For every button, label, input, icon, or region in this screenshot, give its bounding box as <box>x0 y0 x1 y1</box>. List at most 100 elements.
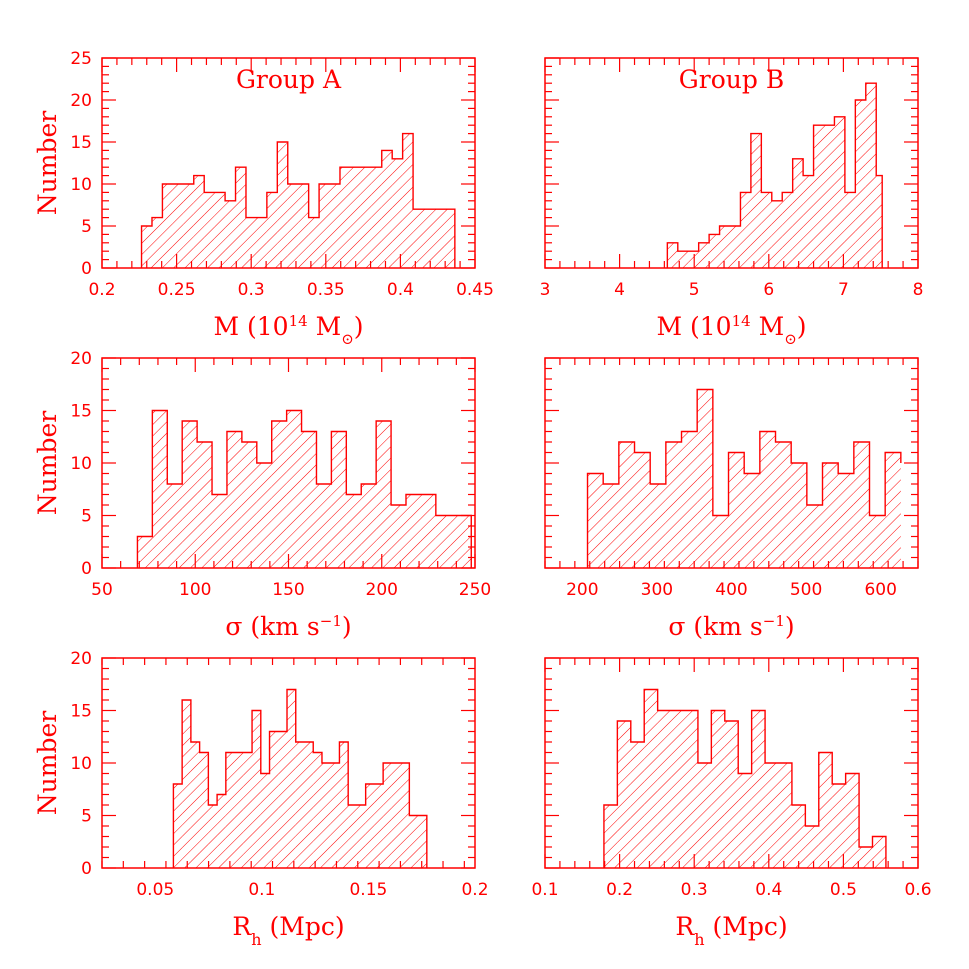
histogram-bar <box>677 251 689 268</box>
histogram-outline <box>603 688 887 868</box>
histogram-bar <box>277 142 288 268</box>
panel-group-a-sigma: 50 100 150 200 250 0 5 10 15 20 Number σ (km s−1) <box>33 349 491 641</box>
y-tick-label: 25 <box>70 49 92 69</box>
y-tick-label: 5 <box>81 217 92 237</box>
histogram-bar <box>308 217 320 268</box>
histogram-bar <box>152 410 168 568</box>
x-tick-label: 0.05 <box>136 880 174 900</box>
histogram-bar <box>287 689 296 868</box>
histogram-bar <box>845 773 860 868</box>
histogram-bar <box>587 473 604 568</box>
x-tick-label: 0.2 <box>606 880 633 900</box>
x-tick-label: 6 <box>763 280 774 300</box>
histogram-bar <box>330 763 340 868</box>
x-tick-label: 50 <box>91 580 113 600</box>
histogram-bar <box>650 484 666 568</box>
histogram-bar <box>151 217 163 268</box>
histogram-bar <box>667 242 678 268</box>
y-tick-label: 0 <box>81 559 92 579</box>
histogram-bar <box>141 226 152 268</box>
x-tick-label: 300 <box>641 580 673 600</box>
histogram-bar <box>813 125 825 268</box>
histogram-outline <box>140 132 456 268</box>
x-axis-label: σ (km s−1) <box>225 612 351 641</box>
x-axis-label: Rh (Mpc) <box>675 912 787 949</box>
histogram-bar <box>630 742 645 868</box>
histogram-bar <box>321 763 331 868</box>
histogram-bar <box>137 536 153 568</box>
x-tick-label: 100 <box>179 580 211 600</box>
histogram-bar <box>304 742 314 868</box>
histogram-bar <box>844 192 856 268</box>
histogram-bar <box>269 731 279 868</box>
histogram-bar <box>319 184 330 268</box>
histogram-bar <box>316 484 332 568</box>
x-tick-label: 150 <box>272 580 304 600</box>
histogram-bar <box>197 442 213 568</box>
histogram-bar <box>865 83 877 268</box>
panel-group-b-mass: 3 4 5 6 7 8 Group B M (1014 M⊙) <box>540 57 923 348</box>
histogram-bar <box>212 494 227 568</box>
histogram-bar <box>374 784 384 868</box>
histogram-bar <box>744 473 760 568</box>
x-tick-label: 400 <box>715 580 747 600</box>
histogram-bar <box>295 742 305 868</box>
y-tick-label: 20 <box>70 91 92 111</box>
x-tick-label: 0.4 <box>387 280 414 300</box>
histogram-bar <box>173 784 183 868</box>
y-tick-label: 10 <box>70 754 92 774</box>
histogram-bar <box>298 184 309 268</box>
histogram-bar <box>418 815 427 868</box>
histogram-bar <box>465 515 472 568</box>
histogram-bar <box>765 763 779 868</box>
x-tick-label: 0.35 <box>307 280 345 300</box>
x-axis-label: M (1014 M⊙) <box>656 312 806 348</box>
histogram-bar <box>234 752 244 868</box>
x-tick-label: 200 <box>566 580 598 600</box>
histogram-bar <box>444 209 455 268</box>
histogram-bar <box>214 192 226 268</box>
histogram-bar <box>869 515 886 568</box>
histogram-bar <box>278 731 288 868</box>
histogram-bar <box>182 421 198 568</box>
histogram-bar <box>348 805 357 868</box>
histogram-bar <box>287 184 299 268</box>
y-axis-label: Number <box>33 411 62 515</box>
x-tick-label: 0.2 <box>88 280 115 300</box>
histogram-bar <box>208 805 218 868</box>
x-tick-label: 500 <box>790 580 822 600</box>
histogram-bar <box>617 721 631 868</box>
histogram-bar <box>603 484 619 568</box>
histogram-bar <box>876 175 883 268</box>
x-tick-label: 0.6 <box>904 880 931 900</box>
histogram-bar <box>423 209 434 268</box>
x-tick-label: 0.25 <box>158 280 196 300</box>
histogram-bar <box>778 763 792 868</box>
histogram-bar <box>271 421 287 568</box>
histogram-bar <box>243 752 253 868</box>
histogram-bar <box>450 515 466 568</box>
histogram-bar <box>383 763 392 868</box>
histogram-outline <box>666 82 883 268</box>
y-tick-label: 15 <box>70 133 92 153</box>
panel-group-b-radius: 0.1 0.2 0.3 0.4 0.5 0.6 Rh (Mpc) <box>531 657 932 949</box>
histogram-bar <box>782 192 793 268</box>
histogram-bar <box>791 463 807 568</box>
histogram-bar <box>728 452 745 568</box>
y-tick-label: 20 <box>70 649 92 669</box>
histogram-bar <box>838 473 854 568</box>
histogram-bar <box>183 184 194 268</box>
histogram-bar <box>761 192 772 268</box>
y-tick-label: 5 <box>81 507 92 527</box>
histogram-bar <box>853 442 870 568</box>
histogram-bar <box>235 167 246 268</box>
histogram-bar <box>376 421 392 568</box>
histogram-bar <box>199 752 209 868</box>
histogram-bar <box>872 836 886 868</box>
histogram-bar <box>167 484 183 568</box>
histogram-bar <box>360 167 372 268</box>
x-tick-label: 0.4 <box>755 880 782 900</box>
histogram-bar <box>241 442 257 568</box>
histogram-bar <box>697 763 712 868</box>
